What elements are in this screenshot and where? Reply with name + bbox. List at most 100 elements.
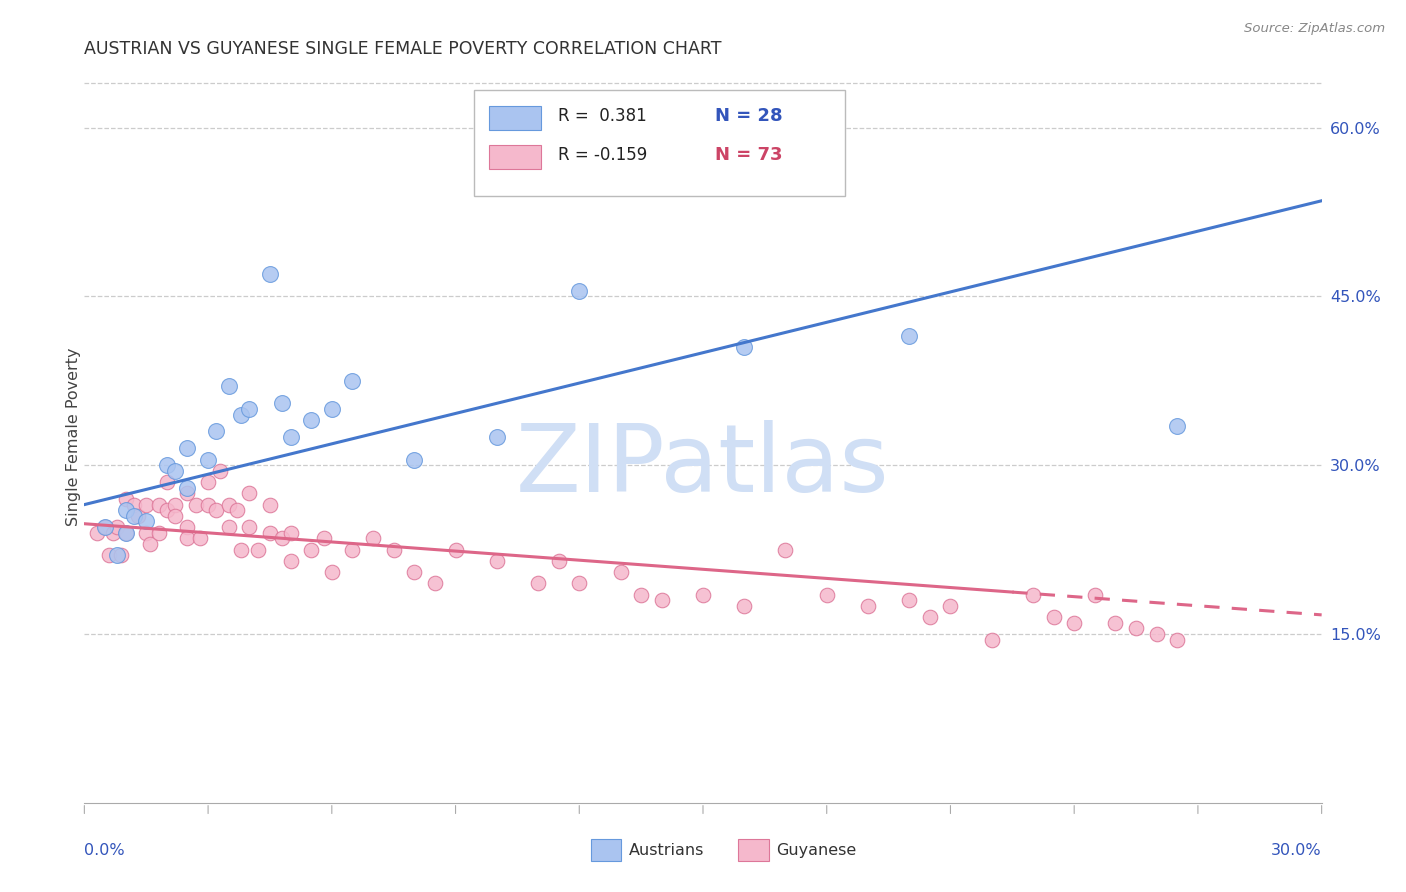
Point (122, 498, 145, 512)
Point (114, 503, 136, 517)
Point (114, 525, 136, 540)
Point (176, 532, 198, 546)
Point (1104, 615, 1126, 630)
Point (156, 503, 179, 517)
Point (815, 588, 838, 602)
Point (1166, 632, 1188, 647)
Point (280, 525, 302, 540)
Point (775, 542, 797, 557)
Point (205, 503, 228, 517)
Point (568, 284, 591, 298)
Point (299, 413, 322, 427)
Point (312, 532, 335, 546)
Y-axis label: Single Female Poverty: Single Female Poverty (66, 348, 80, 526)
Text: N = 28: N = 28 (716, 107, 783, 125)
Point (156, 475, 179, 489)
Point (165, 498, 187, 512)
Text: R =  0.381: R = 0.381 (558, 107, 647, 125)
Point (218, 498, 240, 512)
Point (918, 610, 941, 624)
Point (176, 442, 198, 456)
Point (98, 548, 121, 562)
Point (176, 481, 198, 495)
Point (176, 486, 198, 500)
Point (423, 576, 446, 591)
Point (229, 408, 252, 422)
Point (114, 491, 136, 506)
Point (94, 520, 117, 534)
Point (1042, 610, 1064, 624)
Point (259, 267, 281, 281)
Point (485, 554, 508, 568)
Point (259, 498, 281, 512)
Point (148, 525, 170, 540)
Point (856, 599, 879, 613)
Point (259, 525, 281, 540)
Point (135, 515, 157, 529)
Point (485, 430, 508, 444)
Text: R = -0.159: R = -0.159 (558, 145, 648, 164)
Point (105, 548, 128, 562)
Text: Guyanese: Guyanese (776, 843, 856, 857)
Point (568, 576, 591, 591)
Point (280, 430, 302, 444)
Point (127, 508, 149, 523)
Point (156, 458, 179, 473)
Point (229, 542, 252, 557)
Text: N = 73: N = 73 (716, 145, 783, 164)
Text: Source: ZipAtlas.com: Source: ZipAtlas.com (1244, 22, 1385, 36)
Point (165, 464, 187, 478)
Point (110, 548, 132, 562)
Point (184, 498, 207, 512)
Point (1022, 588, 1045, 602)
FancyBboxPatch shape (489, 145, 541, 169)
Point (1166, 418, 1188, 433)
Point (692, 588, 714, 602)
Text: AUSTRIAN VS GUYANESE SINGLE FEMALE POVERTY CORRELATION CHART: AUSTRIAN VS GUYANESE SINGLE FEMALE POVER… (84, 40, 721, 58)
Point (444, 542, 467, 557)
FancyBboxPatch shape (489, 106, 541, 130)
Point (342, 374, 364, 388)
Point (103, 525, 125, 540)
Text: 0.0%: 0.0% (84, 843, 125, 858)
Point (630, 588, 652, 602)
Point (209, 464, 232, 478)
Point (94, 520, 117, 534)
Point (342, 542, 364, 557)
Point (651, 149, 673, 163)
Point (733, 599, 755, 613)
Text: ZIPatlas: ZIPatlas (516, 420, 890, 512)
Point (1146, 627, 1168, 641)
Point (404, 565, 426, 579)
Point (122, 508, 145, 523)
Point (165, 508, 187, 523)
Point (135, 498, 157, 512)
Point (139, 537, 162, 551)
Point (299, 542, 322, 557)
Point (188, 532, 211, 546)
Point (898, 593, 921, 607)
Point (609, 565, 631, 579)
Point (898, 328, 921, 343)
Point (271, 396, 294, 410)
Point (361, 532, 384, 546)
Point (246, 542, 269, 557)
Point (651, 593, 673, 607)
Point (1063, 615, 1085, 630)
Point (321, 401, 343, 416)
Point (197, 452, 219, 467)
Point (218, 520, 240, 534)
Point (238, 520, 260, 534)
Point (86, 525, 108, 540)
Point (197, 475, 219, 489)
Point (382, 542, 405, 557)
Point (218, 379, 240, 393)
Point (1125, 621, 1147, 635)
Point (733, 340, 755, 354)
Point (527, 576, 550, 591)
Point (939, 599, 962, 613)
Point (205, 425, 228, 439)
Point (114, 525, 136, 540)
Point (197, 498, 219, 512)
Point (547, 554, 569, 568)
